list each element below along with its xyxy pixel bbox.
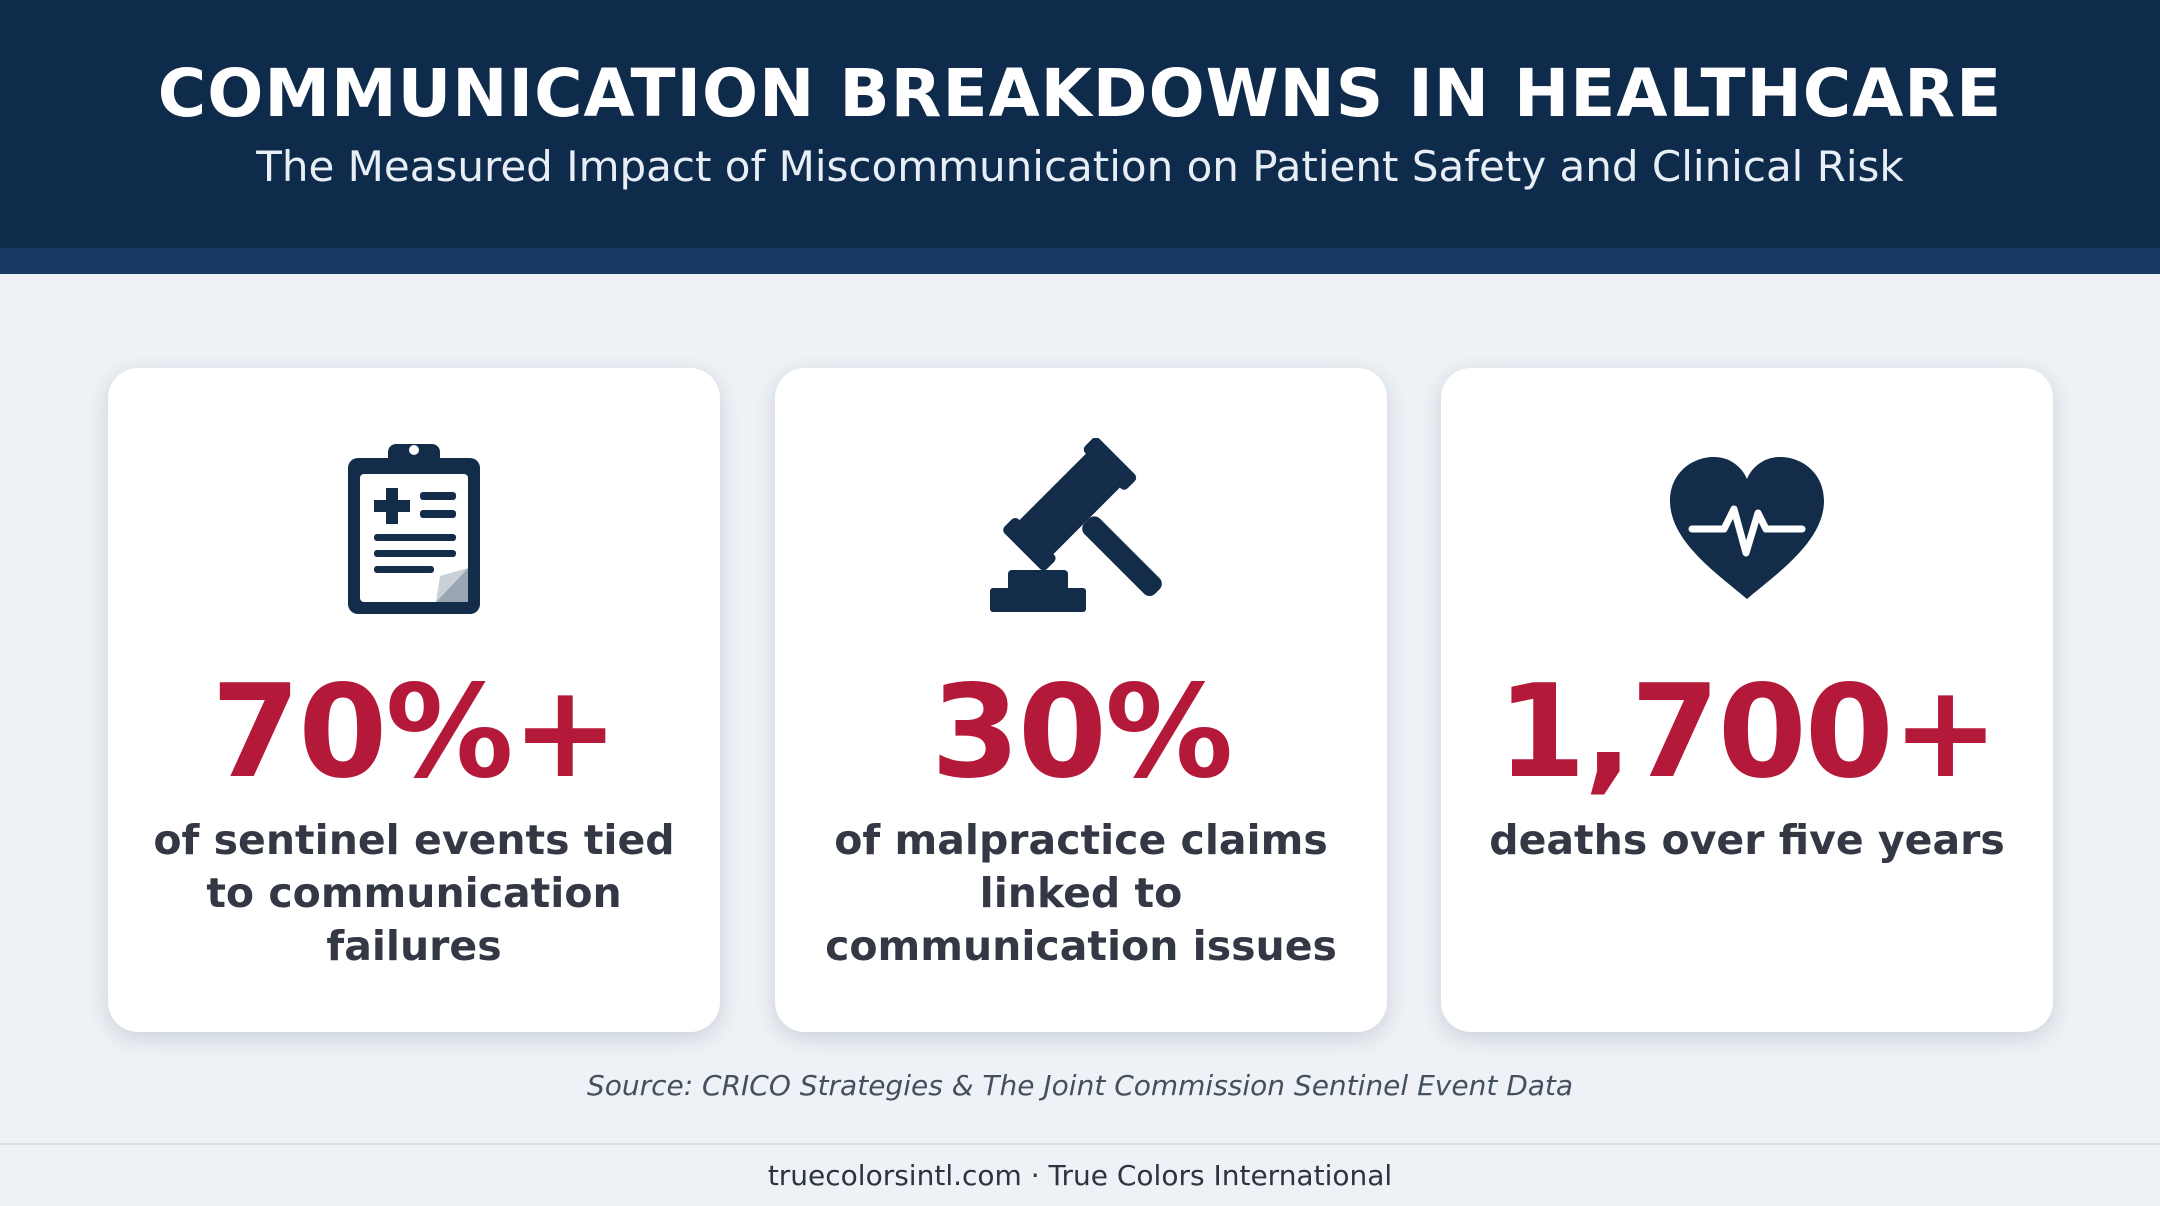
stat-card-malpractice-claims: 30% of malpractice claims linked to comm… — [775, 368, 1387, 1032]
footer-divider — [0, 1143, 2160, 1145]
source-citation: Source: CRICO Strategies & The Joint Com… — [586, 1069, 1574, 1102]
stat-card-deaths: 1,700+ deaths over five years — [1441, 368, 2053, 1032]
footer-credit: truecolorsintl.com · True Colors Interna… — [767, 1159, 1393, 1192]
stat-value: 70%+ — [211, 658, 619, 807]
header-accent-band — [0, 248, 2160, 274]
stat-value: 1,700+ — [1496, 658, 1999, 807]
page-title: COMMUNICATION BREAKDOWNS IN HEALTHCARE — [157, 55, 2003, 132]
header-banner: COMMUNICATION BREAKDOWNS IN HEALTHCARE T… — [0, 0, 2160, 248]
clipboard-medical-icon — [108, 438, 720, 618]
stat-card-sentinel-events: 70%+ of sentinel events tied to communic… — [108, 368, 720, 1032]
stat-value: 30% — [930, 658, 1233, 807]
gavel-icon — [775, 438, 1387, 618]
stat-description: of malpractice claims linked to communic… — [825, 816, 1337, 970]
page-subtitle: The Measured Impact of Miscommunication … — [256, 142, 1904, 191]
stat-description: of sentinel events tied to communication… — [153, 816, 675, 970]
stat-description: deaths over five years — [1489, 816, 2005, 864]
heartbeat-icon — [1441, 438, 2053, 618]
